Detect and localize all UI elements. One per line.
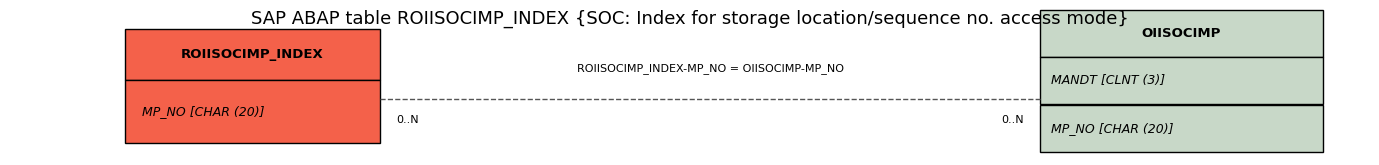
FancyBboxPatch shape: [1040, 57, 1322, 104]
FancyBboxPatch shape: [125, 80, 379, 143]
Text: MP_NO [CHAR (20)]: MP_NO [CHAR (20)]: [1051, 122, 1174, 135]
Text: ROIISOCIMP_INDEX: ROIISOCIMP_INDEX: [181, 48, 324, 61]
Text: 0..N: 0..N: [396, 115, 419, 125]
FancyBboxPatch shape: [125, 29, 379, 80]
Text: OIISOCIMP: OIISOCIMP: [1142, 27, 1222, 40]
Text: MANDT [CLNT (3)]: MANDT [CLNT (3)]: [1051, 74, 1165, 87]
FancyBboxPatch shape: [1040, 105, 1322, 152]
Text: MP_NO [CHAR (20)]: MP_NO [CHAR (20)]: [142, 105, 265, 118]
Text: ROIISOCIMP_INDEX-MP_NO = OIISOCIMP-MP_NO: ROIISOCIMP_INDEX-MP_NO = OIISOCIMP-MP_NO: [576, 64, 844, 74]
FancyBboxPatch shape: [1040, 10, 1322, 57]
Text: 0..N: 0..N: [1001, 115, 1025, 125]
Text: SAP ABAP table ROIISOCIMP_INDEX {SOC: Index for storage location/sequence no. ac: SAP ABAP table ROIISOCIMP_INDEX {SOC: In…: [251, 10, 1128, 28]
